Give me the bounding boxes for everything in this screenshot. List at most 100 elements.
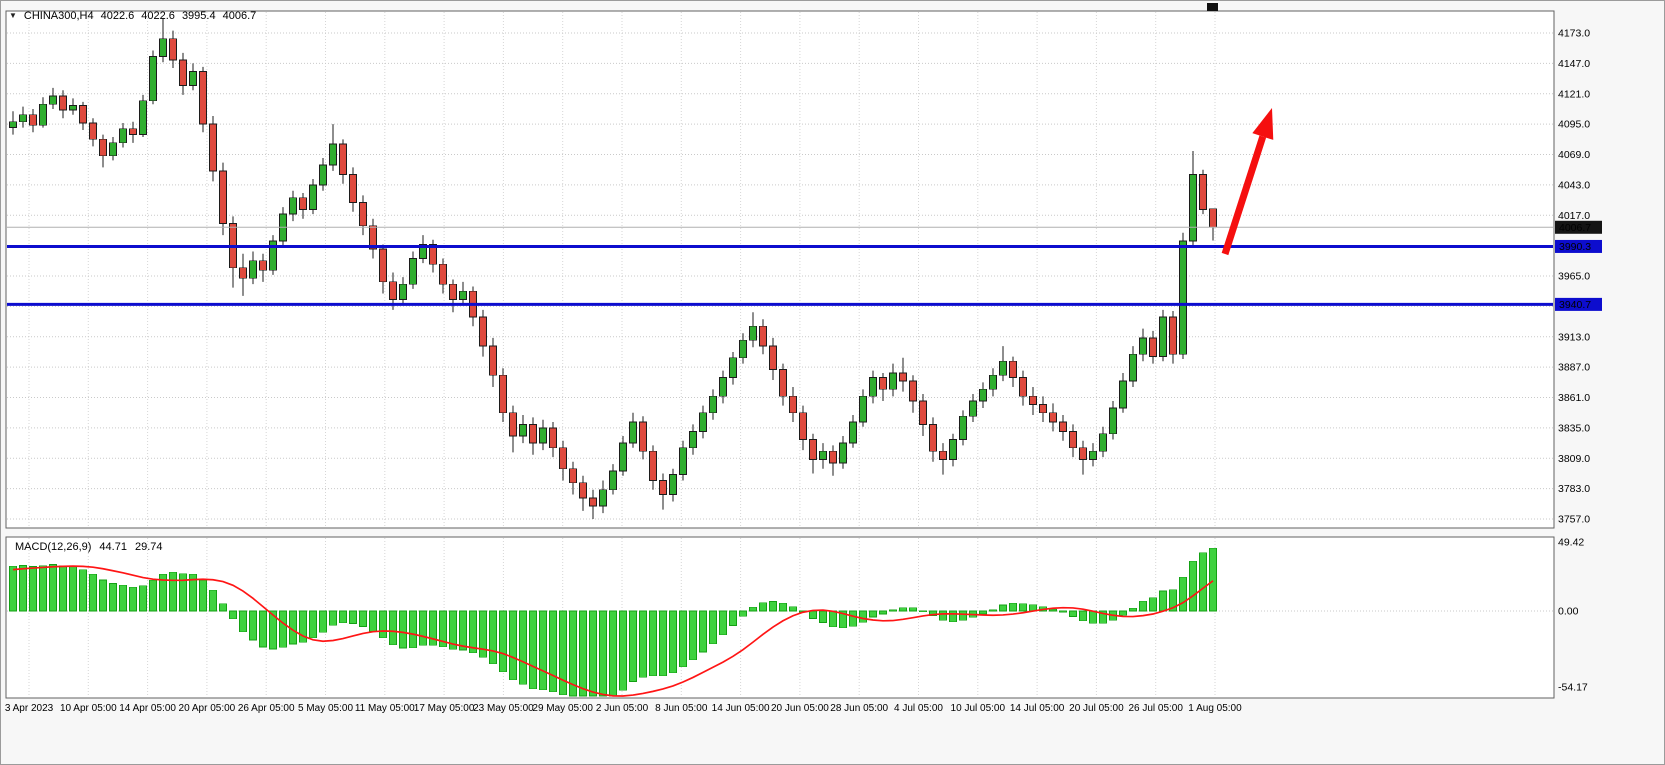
macd-bar xyxy=(369,610,377,632)
macd-bar xyxy=(919,610,927,612)
macd-bar xyxy=(709,610,717,644)
candle-body xyxy=(309,184,317,210)
candle-body xyxy=(199,71,207,125)
candle-body xyxy=(329,143,337,166)
candle-body xyxy=(149,55,157,102)
candle-body xyxy=(159,38,167,57)
macd-bar xyxy=(489,610,497,664)
date-tick-label: 26 Jul 05:00 xyxy=(1128,703,1183,714)
macd-bar xyxy=(769,601,777,612)
price-tick-label: 3809.0 xyxy=(1558,453,1590,465)
macd-bar xyxy=(879,610,887,615)
window-top-marker xyxy=(1207,3,1218,11)
macd-bar xyxy=(569,610,577,697)
macd-bar xyxy=(69,566,77,612)
date-tick-label: 20 Jun 05:00 xyxy=(771,703,829,714)
macd-bar xyxy=(609,610,617,697)
candle-body xyxy=(809,439,817,460)
trend-arrow-head[interactable] xyxy=(1252,108,1274,140)
candle-body xyxy=(639,421,647,452)
macd-scale-label: 49.42 xyxy=(1558,536,1584,548)
candle-body xyxy=(1039,404,1047,414)
candle-body xyxy=(779,369,787,397)
price-tick-label: 4095.0 xyxy=(1558,119,1590,131)
candle-body xyxy=(119,128,127,144)
candle-body xyxy=(569,468,577,484)
candle-body xyxy=(179,59,187,86)
macd-bar xyxy=(349,610,357,624)
macd-bar xyxy=(619,610,627,691)
macd-bar xyxy=(999,604,1007,612)
price-panel[interactable] xyxy=(5,10,1555,529)
macd-bar xyxy=(839,610,847,629)
macd-bar xyxy=(249,610,257,641)
macd-bar xyxy=(329,610,337,626)
candle-body xyxy=(679,447,687,476)
macd-bar xyxy=(1069,610,1077,617)
macd-bar xyxy=(779,603,787,612)
macd-bar xyxy=(59,565,67,612)
macd-bar xyxy=(89,574,97,612)
macd-bar xyxy=(559,610,567,695)
candle-body xyxy=(529,423,537,444)
macd-histogram xyxy=(9,548,1217,697)
macd-bar xyxy=(849,610,857,627)
candle-body xyxy=(699,412,707,432)
price-tick-label: 4017.0 xyxy=(1558,210,1590,222)
candle-body xyxy=(739,339,747,359)
macd-bar xyxy=(209,589,217,612)
candle-body xyxy=(419,244,427,259)
macd-bar xyxy=(739,610,747,617)
candle-body xyxy=(589,497,597,507)
macd-bar xyxy=(179,573,187,612)
candle-body xyxy=(349,173,357,203)
candle-body xyxy=(1069,430,1077,449)
macd-bar xyxy=(859,610,867,623)
candle-body xyxy=(1139,337,1147,355)
macd-bar xyxy=(169,572,177,612)
candle-body xyxy=(1199,173,1207,210)
candle-body xyxy=(969,400,977,417)
candle-body xyxy=(919,400,927,425)
candle-body xyxy=(169,38,177,61)
candle-body xyxy=(929,423,937,452)
macd-bar xyxy=(579,610,587,697)
time-axis[interactable] xyxy=(6,699,1554,719)
candle-body xyxy=(429,244,437,265)
macd-bar xyxy=(1099,610,1107,624)
date-axis-labels: 3 Apr 2023 10 Apr 05:0014 Apr 05:0020 Apr… xyxy=(5,703,1242,714)
macd-bar xyxy=(529,610,537,690)
price-tick-label: 3913.0 xyxy=(1558,331,1590,343)
candle-body xyxy=(1149,337,1157,358)
trend-arrow-object[interactable] xyxy=(1221,108,1274,256)
candle-body xyxy=(499,374,507,414)
macd-bar xyxy=(949,610,957,622)
candle-body xyxy=(669,474,677,495)
trend-arrow-shaft[interactable] xyxy=(1221,135,1267,256)
macd-bar xyxy=(9,565,17,612)
macd-bar xyxy=(159,573,167,612)
candle-body xyxy=(1129,353,1137,382)
macd-bar xyxy=(889,609,897,612)
price-tick-label: 3965.0 xyxy=(1558,271,1590,283)
candle-body xyxy=(939,450,947,460)
macd-bar xyxy=(439,610,447,648)
candle-body xyxy=(849,421,857,444)
price-axis[interactable] xyxy=(1554,11,1664,698)
candle-body xyxy=(839,442,847,464)
candle-body xyxy=(729,357,737,379)
candle-body xyxy=(859,395,867,423)
candle-body xyxy=(439,263,447,285)
macd-bar xyxy=(29,566,37,612)
macd-bar xyxy=(1159,590,1167,612)
macd-scale-label: 0.00 xyxy=(1558,606,1579,618)
macd-bar xyxy=(809,610,817,619)
date-tick-label: 10 Apr 05:00 xyxy=(60,703,117,714)
macd-panel[interactable] xyxy=(5,536,1555,699)
candle-body xyxy=(689,430,697,449)
candle-body xyxy=(9,121,17,129)
date-tick-label: 3 Apr 2023 xyxy=(5,703,54,714)
macd-bar xyxy=(719,610,727,636)
